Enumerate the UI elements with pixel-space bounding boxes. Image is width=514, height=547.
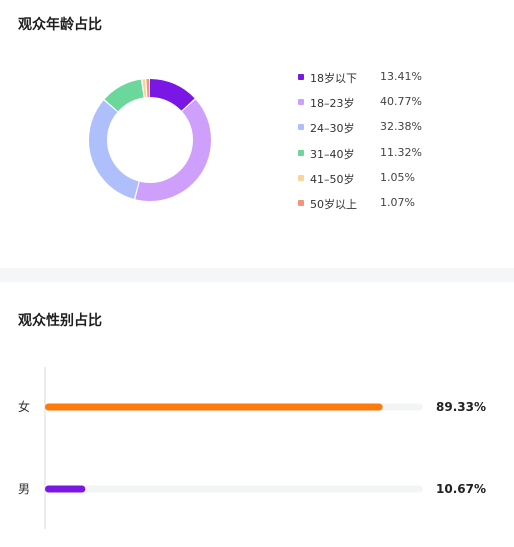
bar-0: [45, 403, 383, 411]
legend-value: 13.41%: [380, 70, 422, 83]
gender-card: 观众性别占比 女 89.33% 男 10.67%: [0, 282, 514, 547]
pie-slice-2: [89, 79, 211, 201]
legend-value: 11.32%: [380, 145, 422, 159]
value-label: 10.67%: [436, 482, 486, 496]
value-label: 89.33%: [436, 400, 486, 414]
legend-item: 18–23岁 40.77%: [298, 93, 498, 118]
legend-label: 18–23岁: [310, 97, 355, 111]
legend-value: 40.77%: [380, 95, 422, 109]
legend-swatch: [298, 74, 304, 80]
age-card: 观众年龄占比 18岁以下 13.41% 18–23岁 40.77% 24–30岁 32.3…: [0, 0, 514, 268]
legend-item: 18岁以下 13.41%: [298, 68, 498, 93]
legend-item: 50岁以上 1.07%: [298, 194, 498, 219]
legend-item: 24–30岁 32.38%: [298, 118, 498, 143]
legend-value: 32.38%: [380, 120, 422, 134]
legend-swatch: [298, 199, 304, 206]
legend-item: 31–40岁 11.32%: [298, 144, 498, 169]
category-label: 女: [18, 399, 30, 414]
gender-bar-chart: 女 89.33% 男 10.67%: [18, 367, 486, 529]
gender-chart-title: 观众性别占比: [18, 313, 102, 329]
legend-label: 50岁以上: [310, 197, 357, 211]
legend-swatch: [298, 149, 304, 156]
bar-1: [45, 485, 86, 493]
pie-slice-0: [89, 79, 211, 201]
bar-track: [45, 485, 423, 493]
legend-value: 1.05%: [380, 170, 415, 184]
pie-slice-1: [89, 79, 211, 201]
legend-item: 41–50岁 1.05%: [298, 169, 498, 194]
age-legend: 18岁以下 13.41% 18–23岁 40.77% 24–30岁 32.38% 31–40…: [298, 68, 498, 219]
legend-swatch: [298, 174, 304, 181]
legend-label: 41–50岁: [310, 172, 355, 186]
age-chart-title: 观众年龄占比: [18, 17, 102, 33]
age-donut-chart: [89, 79, 211, 201]
legend-swatch: [298, 99, 304, 106]
legend-label: 31–40岁: [310, 147, 355, 161]
category-label: 男: [18, 482, 30, 496]
legend-value: 1.07%: [380, 195, 415, 209]
legend-label: 24–30岁: [310, 122, 355, 136]
legend-label: 18岁以下: [310, 72, 357, 85]
legend-swatch: [298, 124, 304, 131]
